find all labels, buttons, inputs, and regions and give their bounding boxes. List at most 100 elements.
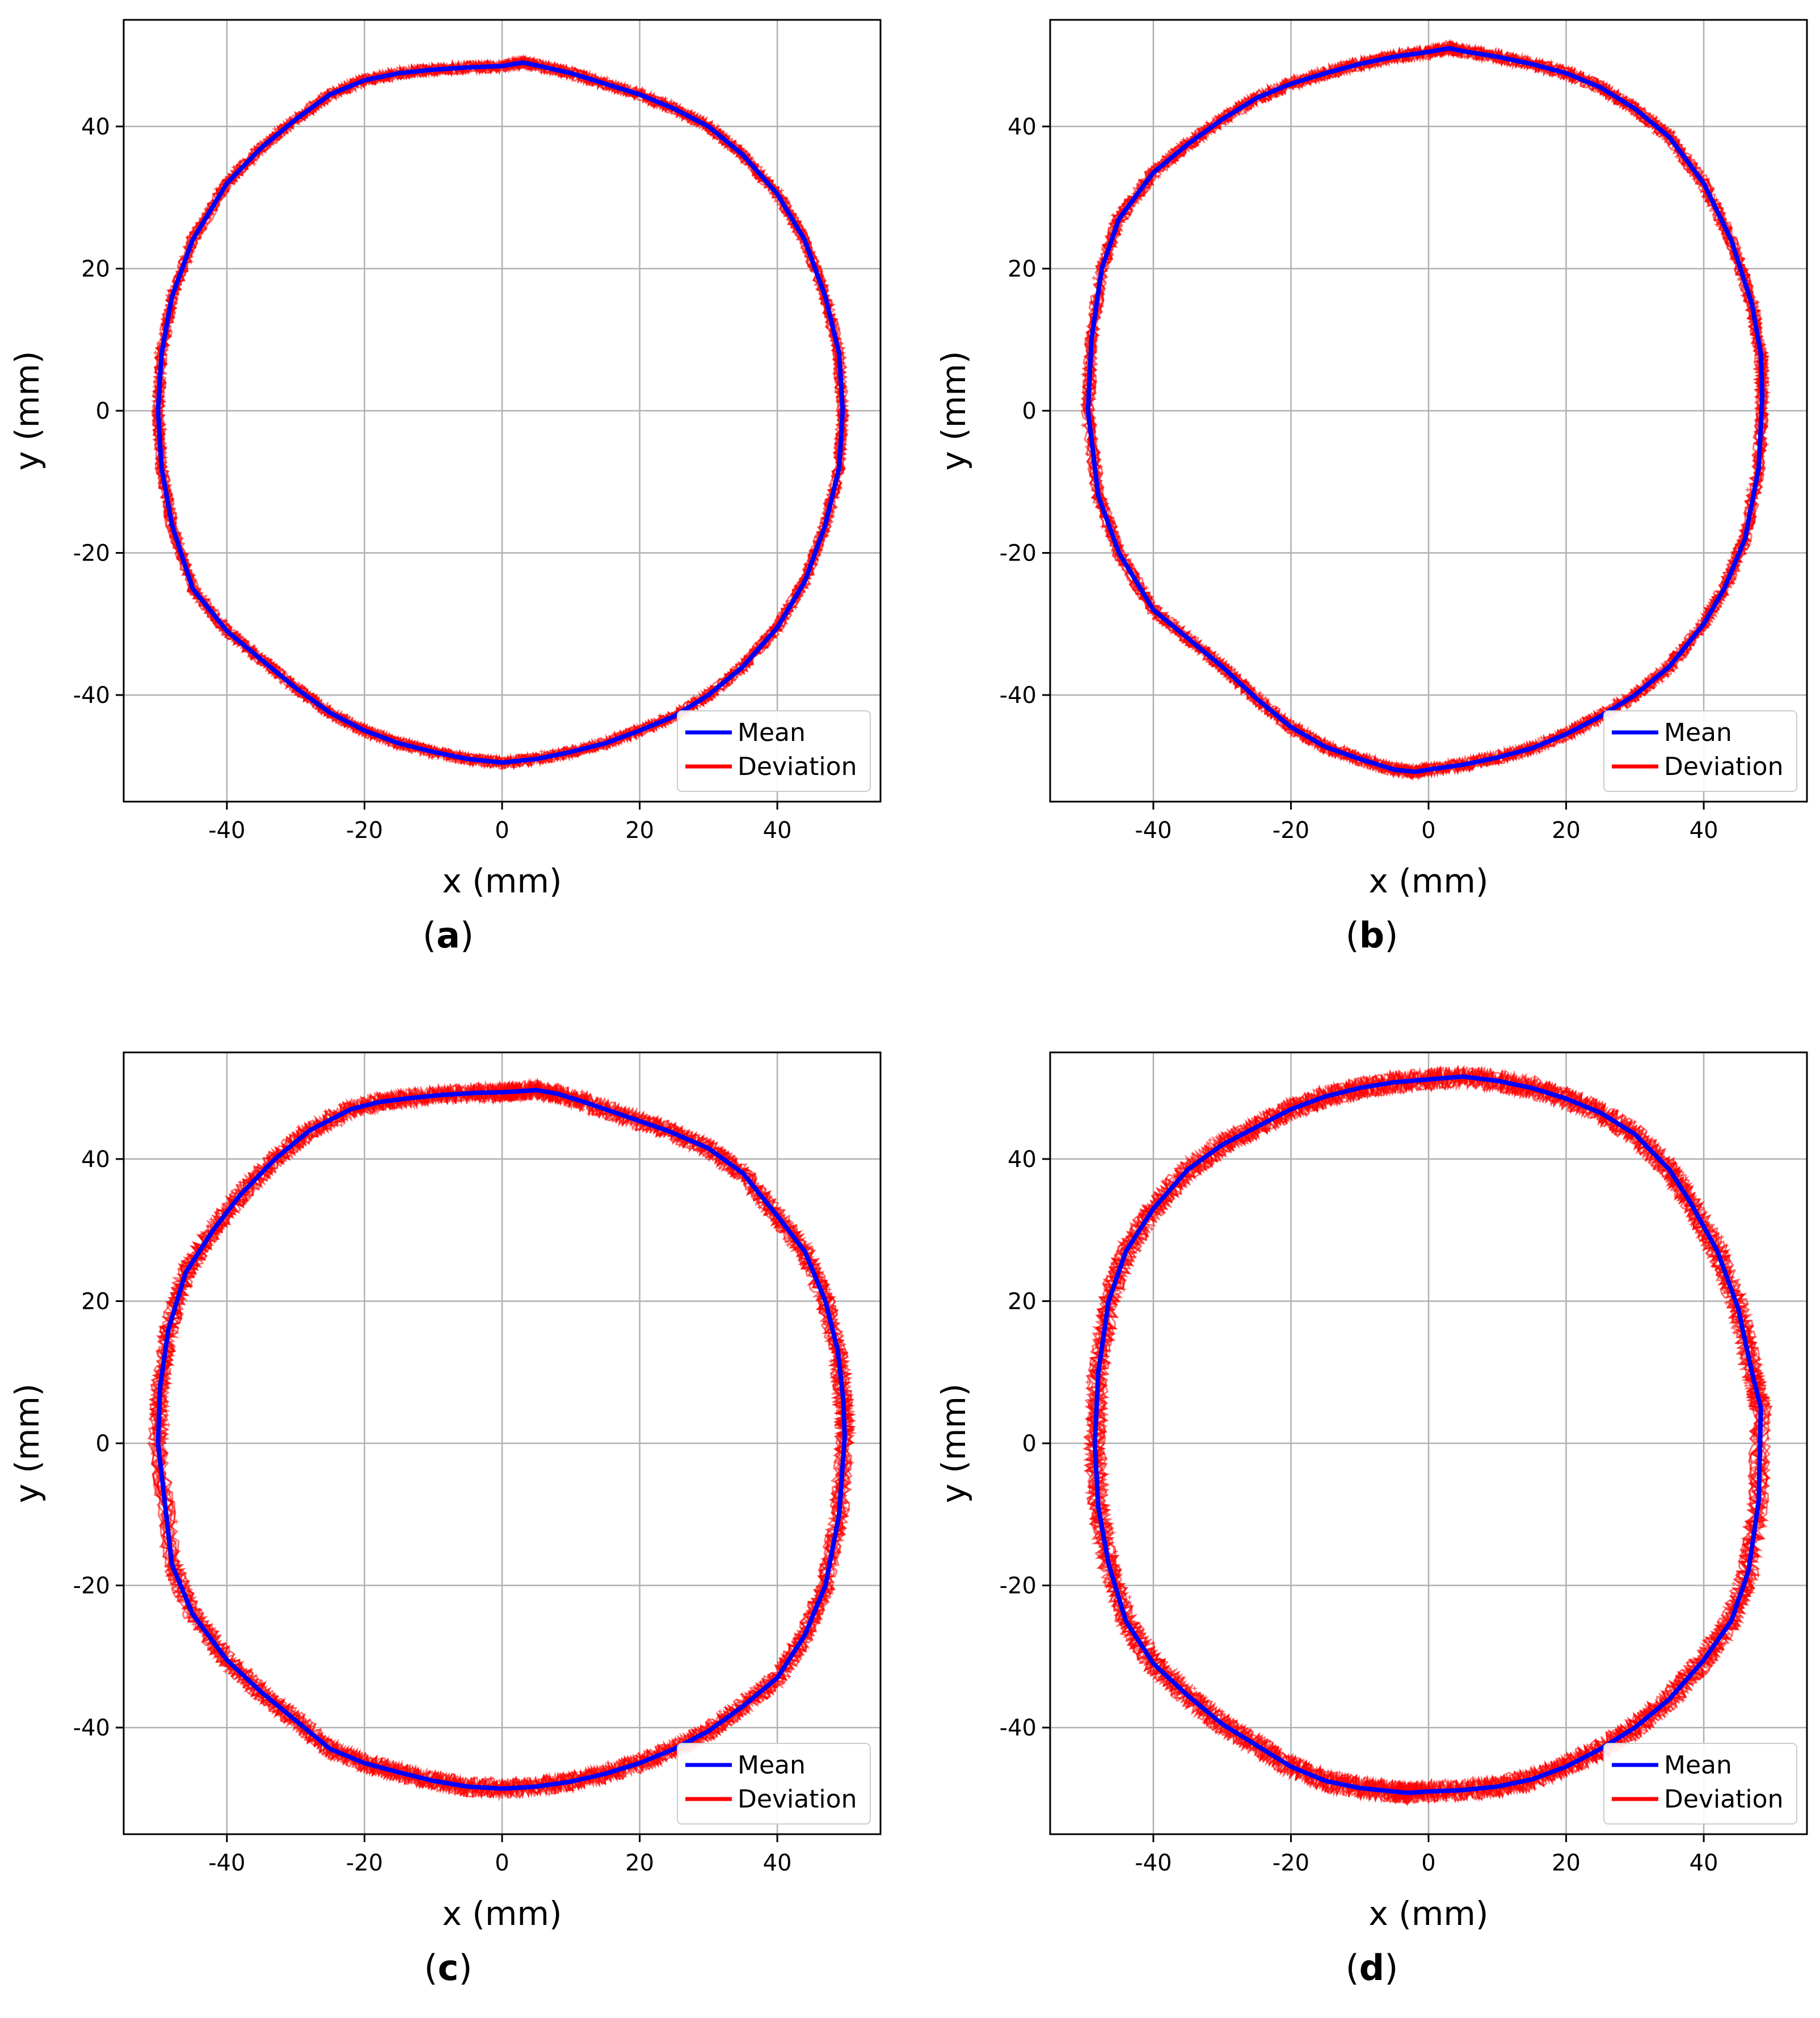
deviation-point: [1687, 1668, 1692, 1673]
deviation-point: [1619, 1729, 1624, 1734]
deviation-point: [1376, 1779, 1381, 1784]
deviation-point: [1220, 1709, 1225, 1714]
deviation-point: [1744, 1543, 1749, 1548]
deviation-point: [427, 1770, 432, 1775]
deviation-point: [418, 1781, 423, 1786]
deviation-point: [1406, 1783, 1411, 1788]
deviation-point: [1393, 1799, 1398, 1804]
deviation-point: [1385, 1072, 1390, 1077]
deviation-point: [476, 1793, 481, 1798]
deviation-point: [297, 1726, 302, 1731]
y-tick-label: 0: [96, 398, 110, 424]
deviation-point: [1269, 714, 1274, 719]
deviation-point: [1612, 1731, 1617, 1737]
deviation-point: [516, 66, 521, 71]
deviation-point: [537, 1095, 542, 1100]
deviation-point: [1671, 130, 1676, 135]
deviation-point: [310, 1134, 315, 1139]
deviation-point: [272, 127, 277, 132]
deviation-point: [172, 305, 178, 310]
deviation-point: [832, 312, 837, 317]
deviation-point: [197, 1607, 202, 1612]
deviation-point: [1402, 763, 1408, 768]
deviation-point: [1177, 154, 1182, 159]
deviation-point: [275, 1694, 280, 1699]
deviation-point: [1181, 137, 1186, 142]
deviation-point: [1093, 436, 1098, 441]
deviation-point: [1632, 1119, 1637, 1124]
deviation-point: [833, 436, 839, 441]
deviation-point: [786, 1674, 791, 1679]
deviation-point: [188, 1284, 193, 1289]
deviation-point: [250, 656, 255, 661]
deviation-point: [743, 1181, 748, 1186]
deviation-point: [763, 1211, 768, 1216]
deviation-point: [503, 58, 508, 64]
deviation-point: [748, 1691, 753, 1696]
x-tick-label: 0: [1421, 818, 1435, 844]
deviation-point: [1333, 754, 1338, 759]
deviation-point: [1177, 1691, 1182, 1696]
deviation-point: [176, 1559, 181, 1564]
deviation-point: [1684, 1203, 1689, 1207]
deviation-point: [1100, 291, 1105, 296]
deviation-point: [823, 1557, 828, 1562]
deviation-point: [717, 1709, 722, 1714]
deviation-point: [1638, 1151, 1644, 1156]
deviation-point: [296, 1713, 301, 1718]
deviation-point: [153, 437, 158, 442]
deviation-point: [1438, 770, 1443, 776]
deviation-point: [466, 70, 471, 75]
deviation-point: [1432, 1798, 1437, 1803]
deviation-point: [1342, 1772, 1347, 1777]
deviation-trace: [1084, 1065, 1772, 1804]
deviation-point: [1539, 735, 1544, 740]
deviation-point: [1262, 1126, 1267, 1131]
deviation-point: [709, 696, 714, 701]
deviation-point: [1678, 1191, 1683, 1197]
deviation-point: [1714, 222, 1720, 227]
y-tick-label: 20: [1008, 256, 1037, 282]
deviation-point: [163, 1395, 168, 1400]
deviation-point: [365, 1097, 370, 1102]
deviation-point: [1132, 1254, 1137, 1259]
deviation-point: [784, 1651, 789, 1656]
deviation-point: [1482, 1779, 1488, 1784]
deviation-point: [1743, 1596, 1749, 1602]
deviation-point: [1102, 1472, 1107, 1477]
y-tick-label: 0: [1022, 398, 1037, 424]
deviation-point: [186, 1252, 191, 1257]
deviation-point: [1525, 54, 1530, 60]
deviation-point: [658, 1760, 663, 1766]
deviation-point: [439, 1097, 444, 1102]
deviation-point: [1758, 1523, 1763, 1528]
deviation-point: [191, 573, 196, 578]
deviation-point: [715, 692, 720, 697]
deviation-point: [1409, 56, 1414, 61]
deviation-point: [166, 1422, 171, 1427]
deviation-point: [579, 78, 584, 83]
deviation-point: [1751, 1346, 1756, 1351]
x-tick-label: 20: [625, 1850, 654, 1876]
y-axis-title: y (mm): [8, 1383, 47, 1503]
deviation-point: [1741, 256, 1746, 262]
deviation-point: [1081, 408, 1086, 413]
deviation-point: [1752, 514, 1757, 519]
deviation-point: [1090, 1393, 1096, 1398]
deviation-point: [1292, 74, 1297, 79]
deviation-point: [287, 1138, 292, 1143]
deviation-point: [1374, 53, 1379, 58]
deviation-point: [296, 681, 301, 686]
deviation-trace: [1082, 40, 1771, 779]
deviation-point: [1279, 1101, 1284, 1106]
deviation-point: [1424, 761, 1429, 766]
deviation-point: [308, 1736, 313, 1741]
deviation-point: [1195, 142, 1200, 147]
deviation-point: [842, 1526, 848, 1531]
deviation-point: [238, 1180, 243, 1185]
deviation-point: [1182, 149, 1187, 154]
deviation-point: [183, 552, 188, 557]
deviation-point: [1245, 107, 1250, 112]
deviation-point: [1160, 1179, 1165, 1184]
deviation-point: [1106, 260, 1111, 265]
